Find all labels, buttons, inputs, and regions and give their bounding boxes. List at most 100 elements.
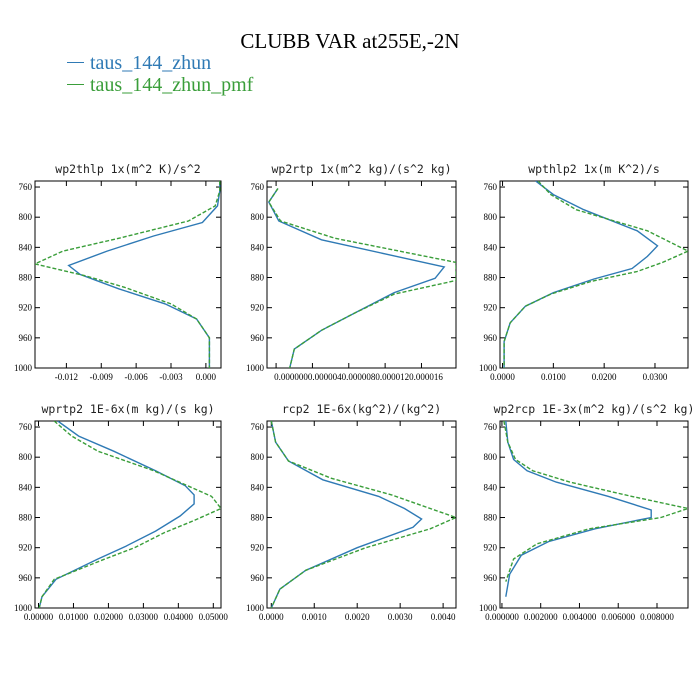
figure-title: CLUBB VAR at255E,-2N [240, 29, 460, 53]
y-tick-label: 760 [19, 182, 33, 192]
x-tick-label: 0.05000 [199, 612, 229, 622]
y-tick-label: 800 [484, 212, 498, 222]
y-tick-label: 960 [484, 573, 498, 583]
y-tick-label: 1000 [246, 603, 265, 613]
y-tick-label: 1000 [246, 363, 265, 373]
series-line-2 [270, 421, 456, 608]
y-tick-label: 760 [484, 182, 498, 192]
y-tick-label: 760 [484, 422, 498, 432]
x-tick-label: -0.009 [90, 372, 114, 382]
y-tick-label: 800 [484, 452, 498, 462]
y-tick-label: 960 [251, 573, 265, 583]
panel-title: rcp2 1E-6x(kg^2)/(kg^2) [282, 402, 441, 416]
series-line-1 [67, 181, 221, 368]
x-tick-label: -0.012 [55, 372, 78, 382]
series-line-1 [503, 181, 659, 368]
y-tick-label: 1000 [14, 363, 33, 373]
x-tick-label: 0.006000 [601, 612, 635, 622]
panel-title: wpthlp2 1x(m K^2)/s [528, 162, 660, 176]
panel-4: wprtp2 1E-6x(m kg)/(s kg) 760 800 840 880 920… [14, 402, 228, 622]
panel-3: wpthlp2 1x(m K^2)/s 760 800 840 880 920 960 100… [479, 162, 689, 382]
y-tick-label: 800 [19, 212, 33, 222]
panel-1: wp2thlp 1x(m^2 K)/s^2 760 800 840 880 920 960 1… [14, 162, 222, 382]
y-tick-label: 880 [251, 513, 265, 523]
y-tick-label: 920 [484, 543, 498, 553]
x-tick-label: 0.008000 [640, 612, 674, 622]
y-tick-label: 880 [19, 273, 33, 283]
legend-label-2: taus_144_zhun_pmf [90, 74, 254, 96]
x-tick-label: 0.0200 [592, 372, 617, 382]
y-tick-label: 760 [251, 182, 265, 192]
y-tick-label: 960 [19, 573, 33, 583]
y-tick-label: 960 [484, 333, 498, 343]
x-tick-label: 0.03000 [129, 612, 159, 622]
series-line-1 [38, 421, 195, 608]
x-tick-label: 0.000000 [485, 612, 519, 622]
y-tick-label: 800 [19, 452, 33, 462]
x-tick-label: 0.0000 [490, 372, 515, 382]
x-tick-label: -0.006 [125, 372, 149, 382]
series-line-2 [38, 421, 221, 608]
series-line-1 [505, 421, 652, 597]
series-line-2 [35, 181, 221, 368]
x-tick-label: 0.01000 [59, 612, 89, 622]
series-line-1 [267, 188, 446, 368]
y-tick-label: 960 [251, 333, 265, 343]
panel-6: wp2rcp 1E-3x(m^2 kg)/(s^2 kg) 760 800 840 88… [479, 402, 694, 622]
x-tick-label: 0.000 [196, 372, 217, 382]
y-tick-label: 840 [251, 242, 265, 252]
series-line-1 [270, 421, 423, 608]
y-tick-label: 920 [251, 303, 265, 313]
series-line-2 [267, 188, 456, 368]
y-tick-label: 800 [251, 212, 265, 222]
legend-line-2 [67, 83, 84, 85]
y-tick-label: 880 [484, 273, 498, 283]
x-tick-labels: 0.0000000.0000040.0000080.0000120.000016 [274, 372, 443, 382]
plot-frame [34, 180, 222, 369]
y-tick-label: 840 [251, 482, 265, 492]
y-tick-label: 920 [484, 303, 498, 313]
x-tick-label: 0.04000 [164, 612, 194, 622]
y-tick-label: 840 [19, 242, 33, 252]
y-tick-label: 960 [19, 333, 33, 343]
y-tick-label: 880 [19, 513, 33, 523]
x-tick-label: 0.0100 [541, 372, 566, 382]
legend-label-1: taus_144_zhun [90, 52, 212, 74]
series-line-2 [503, 181, 688, 368]
x-tick-label: 0.0010 [302, 612, 327, 622]
panel-5: rcp2 1E-6x(kg^2)/(kg^2) 760 800 840 880 920 96… [246, 402, 457, 622]
y-tick-label: 1000 [479, 363, 498, 373]
y-tick-label: 920 [19, 543, 33, 553]
legend-item-1: taus_144_zhun [67, 52, 211, 74]
x-tick-label: 0.00000 [24, 612, 54, 622]
y-tick-label: 840 [19, 482, 33, 492]
y-tick-label: 760 [19, 422, 33, 432]
legend-item-2: taus_144_zhun_pmf [67, 74, 253, 96]
y-tick-label: 800 [251, 452, 265, 462]
x-tick-label: 0.004000 [563, 612, 597, 622]
legend-line-1 [67, 61, 84, 63]
panel-title: wp2rtp 1x(m^2 kg)/(s^2 kg) [271, 162, 451, 176]
panel-title: wp2rcp 1E-3x(m^2 kg)/(s^2 kg) [494, 402, 695, 416]
x-tick-label: 0.0030 [388, 612, 413, 622]
y-tick-label: 920 [19, 303, 33, 313]
y-tick-label: 760 [251, 422, 265, 432]
plot-frame [34, 420, 222, 609]
y-tick-label: 880 [251, 273, 265, 283]
plot-frame [266, 180, 457, 369]
y-tick-label: 880 [484, 513, 498, 523]
y-tick-label: 920 [251, 543, 265, 553]
y-tick-label: 1000 [14, 603, 33, 613]
x-tick-label: 0.0300 [643, 372, 668, 382]
x-tick-label: 0.02000 [94, 612, 124, 622]
panel-2: wp2rtp 1x(m^2 kg)/(s^2 kg) 760 800 840 880 92… [246, 162, 457, 382]
panel-title: wp2thlp 1x(m^2 K)/s^2 [55, 162, 200, 176]
y-tick-label: 840 [484, 482, 498, 492]
panel-title: wprtp2 1E-6x(m kg)/(s kg) [41, 402, 214, 416]
plot-frame [266, 420, 457, 609]
x-tick-label: -0.003 [159, 372, 183, 382]
x-tick-label: 0.0000 [259, 612, 284, 622]
y-tick-label: 1000 [479, 603, 498, 613]
x-tick-label: 0.0040 [431, 612, 456, 622]
